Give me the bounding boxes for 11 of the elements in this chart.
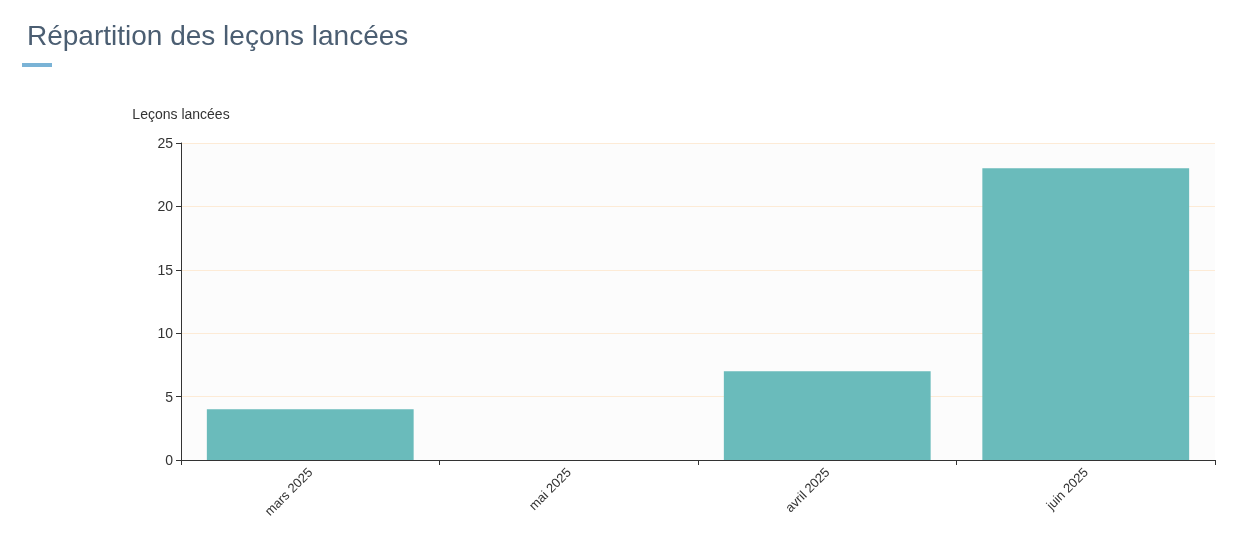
y-tick-label: 5 bbox=[165, 388, 174, 405]
bar bbox=[982, 168, 1190, 460]
y-tick-label: 20 bbox=[157, 198, 174, 215]
y-tick-label: 25 bbox=[157, 135, 174, 151]
y-axis-title: Leçons lancées bbox=[132, 106, 230, 122]
y-tick-label: 15 bbox=[157, 261, 174, 278]
y-tick-label: 10 bbox=[157, 325, 174, 342]
bar bbox=[723, 371, 931, 460]
chart-title: Répartition des leçons lancées bbox=[27, 19, 409, 51]
y-tick-label: 0 bbox=[165, 452, 174, 468]
bar bbox=[206, 409, 414, 460]
